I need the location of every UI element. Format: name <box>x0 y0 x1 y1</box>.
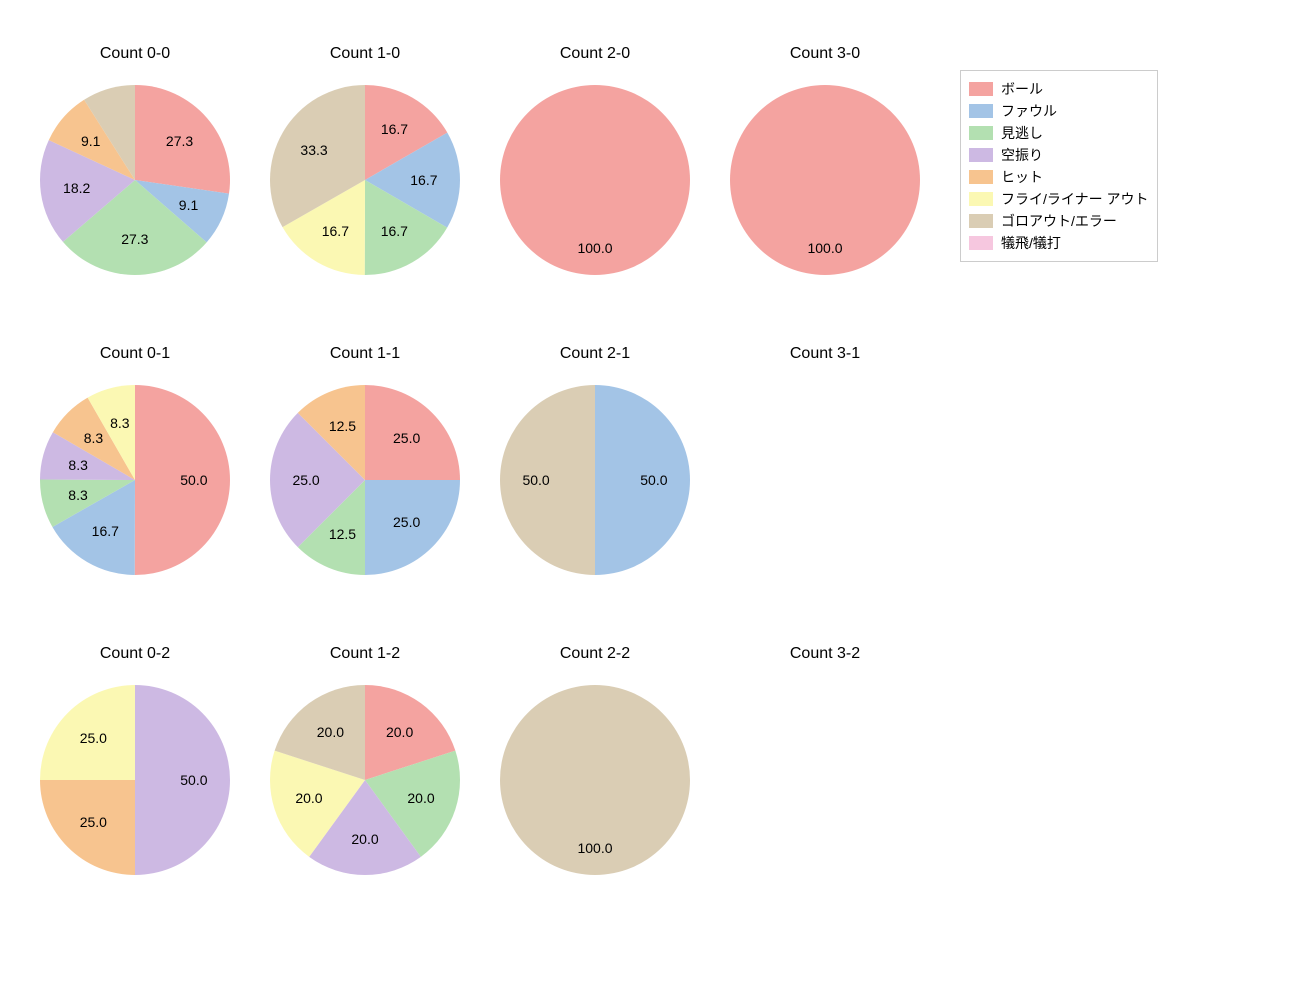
pie-cell: Count 1-016.716.716.716.733.3 <box>250 20 480 320</box>
pie-cell: Count 2-0100.0 <box>480 20 710 320</box>
pie-cell: Count 2-2100.0 <box>480 620 710 920</box>
legend-label: 犠飛/犠打 <box>1001 233 1061 253</box>
pie-cell: Count 1-125.025.012.525.012.5 <box>250 320 480 620</box>
pie-slice-label: 33.3 <box>300 142 327 158</box>
pie-slice-label: 50.0 <box>640 472 667 488</box>
pie-slice-label: 16.7 <box>381 121 408 137</box>
legend-swatch <box>969 126 993 140</box>
pie-cell: Count 3-2 <box>710 620 940 920</box>
pie-slice-label: 27.3 <box>166 133 193 149</box>
pie-slice-label: 16.7 <box>381 223 408 239</box>
pie-slice-label: 25.0 <box>80 730 107 746</box>
legend-item: フライ/ライナー アウト <box>969 189 1149 209</box>
legend-swatch <box>969 148 993 162</box>
legend-swatch <box>969 214 993 228</box>
pie-svg <box>250 620 480 920</box>
pie-slice-label: 16.7 <box>322 223 349 239</box>
pie-slice-label: 12.5 <box>329 418 356 434</box>
pie-svg <box>250 20 480 320</box>
pie-svg <box>710 20 940 320</box>
pie-cell: Count 0-027.39.127.318.29.1 <box>20 20 250 320</box>
legend-label: 見逃し <box>1001 123 1043 143</box>
pie-svg <box>480 620 710 920</box>
legend-item: ゴロアウト/エラー <box>969 211 1149 231</box>
pie-slice-label: 20.0 <box>351 831 378 847</box>
pie-svg <box>20 320 250 620</box>
pie-slice-label: 27.3 <box>121 231 148 247</box>
legend-swatch <box>969 236 993 250</box>
pie-slice-label: 25.0 <box>393 430 420 446</box>
legend-swatch <box>969 104 993 118</box>
legend-swatch <box>969 192 993 206</box>
pie-slice-label: 20.0 <box>386 724 413 740</box>
pie-slice-label: 25.0 <box>393 514 420 530</box>
pie-svg <box>480 320 710 620</box>
pie-slice-label: 9.1 <box>179 197 198 213</box>
pie-slice-label: 50.0 <box>180 772 207 788</box>
pie-slice-label: 12.5 <box>329 526 356 542</box>
pie-grid: Count 0-027.39.127.318.29.1Count 1-016.7… <box>0 0 1300 1000</box>
pie-cell: Count 1-220.020.020.020.020.0 <box>250 620 480 920</box>
legend-item: ヒット <box>969 167 1149 187</box>
legend-item: 空振り <box>969 145 1149 165</box>
pie-slice-label: 9.1 <box>81 133 100 149</box>
pie-cell: Count 3-1 <box>710 320 940 620</box>
pie-slice-label: 20.0 <box>317 724 344 740</box>
pie-slice-label: 100.0 <box>577 240 612 256</box>
pie-svg <box>20 20 250 320</box>
pie-slice-label: 16.7 <box>410 172 437 188</box>
pie-slice-label: 25.0 <box>80 814 107 830</box>
pie-svg <box>250 320 480 620</box>
pie-slice-label: 8.3 <box>68 457 87 473</box>
pie-cell: Count 0-250.025.025.0 <box>20 620 250 920</box>
pie-slice-label: 50.0 <box>522 472 549 488</box>
legend-item: 見逃し <box>969 123 1149 143</box>
legend: ボールファウル見逃し空振りヒットフライ/ライナー アウトゴロアウト/エラー犠飛/… <box>960 70 1158 262</box>
pie-svg <box>710 320 940 620</box>
legend-item: ファウル <box>969 101 1149 121</box>
pie-cell: Count 2-150.050.0 <box>480 320 710 620</box>
pie-slice-label: 8.3 <box>110 415 129 431</box>
pie-slice-label: 25.0 <box>292 472 319 488</box>
pie-slice-label: 100.0 <box>807 240 842 256</box>
pie-slice-label: 50.0 <box>180 472 207 488</box>
legend-label: ファウル <box>1001 101 1057 121</box>
legend-label: フライ/ライナー アウト <box>1001 189 1149 209</box>
legend-label: ボール <box>1001 79 1043 99</box>
pie-slice-label: 16.7 <box>92 523 119 539</box>
pie-slice-label: 100.0 <box>577 840 612 856</box>
legend-label: ゴロアウト/エラー <box>1001 211 1117 231</box>
legend-swatch <box>969 170 993 184</box>
legend-item: ボール <box>969 79 1149 99</box>
pie-cell: Count 0-150.016.78.38.38.38.3 <box>20 320 250 620</box>
pie-svg <box>480 20 710 320</box>
pie-svg <box>20 620 250 920</box>
legend-label: ヒット <box>1001 167 1043 187</box>
pie-slice-label: 20.0 <box>295 790 322 806</box>
legend-swatch <box>969 82 993 96</box>
pie-slice-label: 20.0 <box>407 790 434 806</box>
pie-svg <box>710 620 940 920</box>
legend-label: 空振り <box>1001 145 1043 165</box>
pie-slice-label: 8.3 <box>84 430 103 446</box>
pie-cell: Count 3-0100.0 <box>710 20 940 320</box>
pie-slice-label: 18.2 <box>63 180 90 196</box>
pie-slice-label: 8.3 <box>68 487 87 503</box>
legend-item: 犠飛/犠打 <box>969 233 1149 253</box>
